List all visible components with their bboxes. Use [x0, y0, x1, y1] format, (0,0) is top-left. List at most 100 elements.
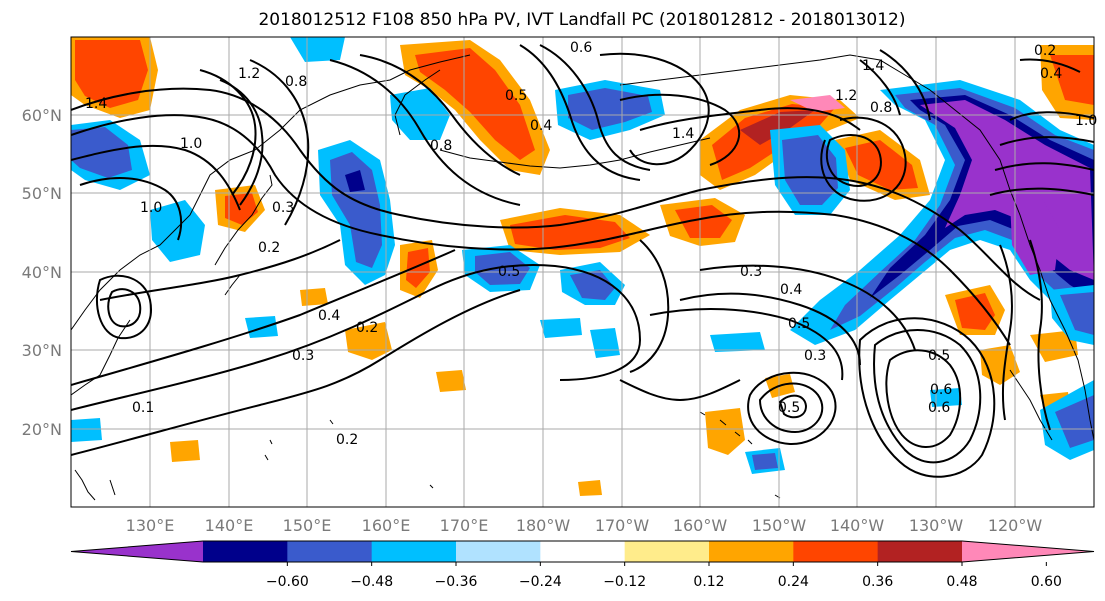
colorbar-tick-label: 0.12	[693, 574, 724, 590]
coastline-islands	[264, 419, 781, 499]
contour-label: 0.5	[778, 400, 800, 416]
shade-negative	[930, 388, 962, 407]
contour-line	[778, 394, 808, 419]
contour-label: 1.4	[672, 126, 694, 142]
lat-label: 30°N	[22, 341, 62, 360]
coastline-alaska	[619, 54, 1094, 441]
lon-label: 170°W	[595, 516, 650, 535]
contour-label: 0.8	[285, 74, 307, 90]
contour-label: 0.2	[258, 240, 280, 256]
contour-label: 0.5	[498, 264, 520, 280]
colorbar-segment	[709, 541, 794, 562]
colorbar-segment	[71, 541, 203, 562]
contour-line	[679, 292, 861, 366]
contour-label: 0.4	[530, 118, 552, 134]
contour-line	[79, 177, 183, 241]
contour-label: 1.4	[85, 96, 107, 112]
contour-line	[879, 49, 931, 121]
lon-label: 160°E	[362, 516, 411, 535]
contour-line	[859, 59, 901, 116]
lon-label: 150°W	[752, 516, 807, 535]
contour-line	[71, 264, 642, 411]
lat-label: 20°N	[22, 420, 62, 439]
contour-line	[71, 114, 1011, 346]
colorbar-outline	[70, 540, 1095, 563]
contour-line	[619, 93, 741, 166]
lon-label: 120°W	[988, 516, 1043, 535]
shade-positive	[415, 48, 535, 160]
contour-line	[1009, 111, 1094, 121]
contour-label: 0.3	[740, 264, 762, 280]
colorbar-ticks: −0.60 −0.48 −0.36 −0.24 −0.12 0.12 0.24 0.36 0.4…	[266, 562, 1062, 590]
contour-line	[95, 274, 152, 340]
shade-positive	[75, 40, 148, 108]
contour-line	[71, 87, 1041, 301]
lon-label: 150°E	[283, 516, 332, 535]
contour-label: 0.3	[272, 200, 294, 216]
map-frame	[70, 36, 1095, 508]
shade-negative	[540, 318, 582, 338]
colorbar-segment	[877, 541, 963, 562]
shade-positive	[705, 408, 745, 455]
contour-line	[539, 44, 651, 171]
contour-label: 0.6	[928, 400, 950, 416]
colorbar-tick-label: −0.48	[350, 574, 393, 590]
colorbar-segment	[962, 541, 1094, 562]
lat-label: 50°N	[22, 184, 62, 203]
colorbar: −0.60 −0.48 −0.36 −0.24 −0.12 0.12 0.24 0.36 0.4…	[70, 540, 1095, 590]
contour-line	[219, 79, 264, 206]
colorbar-segment	[540, 541, 626, 562]
contour-label: 0.4	[1040, 66, 1062, 82]
colorbar-tick-label: 0.36	[862, 574, 893, 590]
contour-line	[619, 379, 741, 402]
shade-positive	[406, 248, 430, 288]
lon-label: 170°E	[440, 516, 489, 535]
shade-positive	[170, 440, 200, 462]
lat-label: 60°N	[22, 106, 62, 125]
coastline-baja	[1009, 369, 1053, 441]
contour-line	[71, 289, 521, 456]
contour-line	[1019, 58, 1081, 73]
shade-positive	[675, 205, 732, 238]
coastlines	[71, 54, 1094, 501]
shade-negative	[570, 270, 615, 300]
colorbar-tick-label: 0.48	[946, 574, 977, 590]
contour-labels: 1.2 0.8 1.4 1.0 1.0 0.8 0.3 0.2 0.4 0.3 …	[85, 40, 1097, 448]
shade-positive	[1030, 330, 1078, 362]
colorbar-tick-label: 0.24	[778, 574, 809, 590]
colorbar-tick-label: −0.24	[519, 574, 562, 590]
contour-line	[873, 329, 982, 464]
contour-label: 1.2	[835, 88, 857, 104]
contour-line	[519, 44, 641, 181]
contour-line	[758, 382, 824, 434]
colorbar-segment	[203, 541, 288, 562]
shade-negative	[390, 88, 450, 140]
contour-line	[107, 288, 142, 328]
lon-label: 180°W	[516, 516, 571, 535]
map-title: 2018012512 F108 850 hPa PV, IVT Landfall…	[258, 10, 905, 30]
pv-shading	[71, 37, 1094, 496]
contour-line	[649, 307, 844, 381]
shade-negative	[1055, 395, 1094, 448]
contour-line	[71, 144, 241, 211]
contour-line	[858, 317, 996, 478]
shade-negative	[290, 37, 345, 62]
contour-label: 0.4	[780, 282, 802, 298]
contour-line	[629, 239, 670, 373]
colorbar-tick-label: −0.36	[435, 574, 478, 590]
contour-label: 1.2	[238, 66, 260, 82]
contour-line	[747, 371, 837, 446]
contour-label: 0.5	[505, 88, 527, 104]
shade-positive	[1050, 55, 1094, 105]
contour-label: 0.1	[132, 400, 154, 416]
contour-label: 0.6	[570, 40, 592, 56]
lon-labels: 130°E 140°E 150°E 160°E 170°E 180°W 170°…	[126, 516, 1043, 535]
contour-line	[249, 59, 310, 226]
contour-line	[989, 187, 1094, 196]
lon-label: 140°W	[830, 516, 885, 535]
colorbar-tick-label: −0.60	[266, 574, 309, 590]
lon-label: 140°E	[205, 516, 254, 535]
coastline-china	[71, 319, 131, 396]
shade-positive	[436, 370, 466, 392]
